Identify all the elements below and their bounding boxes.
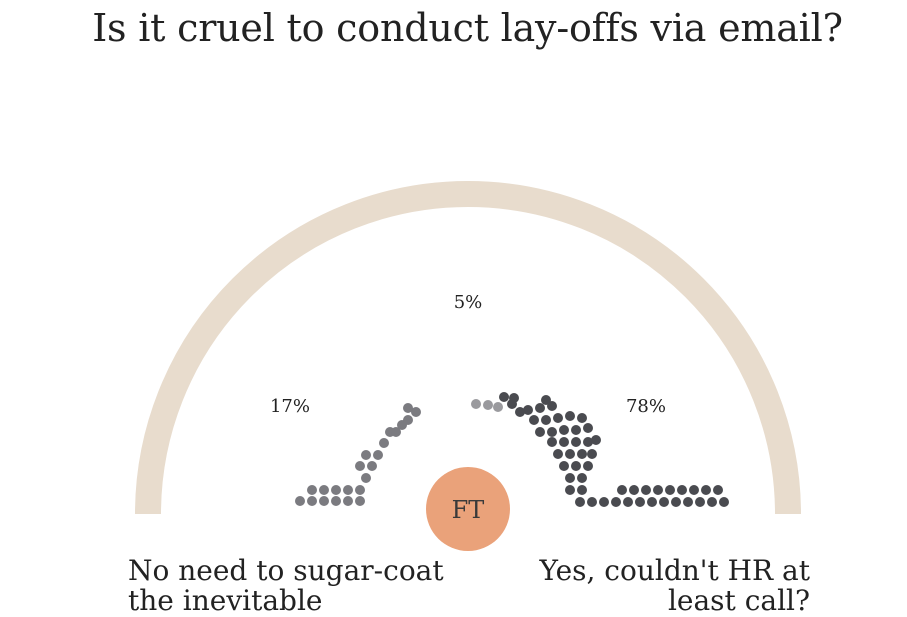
no-vote-dot <box>355 461 365 471</box>
yes-vote-dot <box>695 497 705 507</box>
yes-vote-dot <box>591 435 601 445</box>
no-vote-dot <box>373 450 383 460</box>
yes-vote-dot <box>671 497 681 507</box>
yes-vote-dot <box>577 413 587 423</box>
yes-vote-dot <box>623 497 633 507</box>
no-vote-dot <box>367 461 377 471</box>
yes-vote-dot <box>653 485 663 495</box>
yes-vote-dot <box>577 449 587 459</box>
yes-vote-dot <box>583 423 593 433</box>
yes-vote-dot <box>587 497 597 507</box>
yes-vote-dot <box>547 437 557 447</box>
no-vote-dot <box>403 403 413 413</box>
no-vote-dot <box>391 427 401 437</box>
no-vote-dot <box>411 407 421 417</box>
yes-vote-dot <box>665 485 675 495</box>
no-vote-dot <box>319 485 329 495</box>
yes-vote-dot <box>541 415 551 425</box>
yes-vote-dot <box>559 437 569 447</box>
yes-option-label: Yes, couldn't HR at least call? <box>539 554 810 617</box>
no-vote-dot <box>307 485 317 495</box>
yes-vote-dot <box>713 485 723 495</box>
semicircle-arc <box>135 181 801 515</box>
yes-vote-dot <box>683 497 693 507</box>
yes-vote-dot <box>677 485 687 495</box>
yes-vote-dot <box>535 427 545 437</box>
vote-dots <box>295 392 729 507</box>
no-vote-dot <box>361 450 371 460</box>
ft-logo-circle <box>426 467 510 551</box>
yes-vote-dot <box>523 405 533 415</box>
yes-vote-dot <box>535 403 545 413</box>
yes-vote-dot <box>509 393 519 403</box>
yes-vote-dot <box>515 407 525 417</box>
yes-vote-dot <box>571 461 581 471</box>
yes-vote-dot <box>583 437 593 447</box>
yes-vote-dot <box>587 449 597 459</box>
middle-vote-dot <box>471 399 481 409</box>
no-vote-dot <box>343 496 353 506</box>
no-vote-dot <box>379 438 389 448</box>
yes-vote-dot <box>553 413 563 423</box>
yes-vote-dot <box>599 497 609 507</box>
yes-vote-dot <box>635 497 645 507</box>
chart-title: Is it cruel to conduct lay-offs via emai… <box>92 6 843 50</box>
yes-vote-dot <box>629 485 639 495</box>
yes-vote-dot <box>647 497 657 507</box>
no-vote-dot <box>331 485 341 495</box>
yes-vote-dot <box>541 395 551 405</box>
yes-percentage: 78% <box>626 396 666 417</box>
no-vote-dot <box>355 496 365 506</box>
no-percentage: 17% <box>270 396 310 417</box>
yes-vote-dot <box>611 497 621 507</box>
yes-vote-dot <box>565 485 575 495</box>
no-vote-dot <box>355 485 365 495</box>
yes-vote-dot <box>571 437 581 447</box>
no-vote-dot <box>319 496 329 506</box>
no-vote-dot <box>295 496 305 506</box>
yes-vote-dot <box>565 411 575 421</box>
ft-logo-text: FT <box>452 496 485 524</box>
yes-vote-dot <box>577 473 587 483</box>
yes-vote-dot <box>583 461 593 471</box>
yes-vote-dot <box>577 485 587 495</box>
yes-vote-dot <box>641 485 651 495</box>
yes-vote-dot <box>565 449 575 459</box>
yes-vote-dot <box>617 485 627 495</box>
middle-vote-dot <box>493 402 503 412</box>
yes-vote-dot <box>571 425 581 435</box>
no-vote-dot <box>361 473 371 483</box>
yes-vote-dot <box>575 497 585 507</box>
no-option-label: No need to sugar-coat the inevitable <box>128 554 444 617</box>
yes-vote-dot <box>707 497 717 507</box>
yes-vote-dot <box>499 392 509 402</box>
no-vote-dot <box>403 415 413 425</box>
no-vote-dot <box>307 496 317 506</box>
yes-vote-dot <box>559 461 569 471</box>
yes-vote-dot <box>547 427 557 437</box>
no-vote-dot <box>343 485 353 495</box>
middle-vote-dot <box>483 400 493 410</box>
no-vote-dot <box>331 496 341 506</box>
yes-vote-dot <box>719 497 729 507</box>
yes-vote-dot <box>529 415 539 425</box>
middle-percentage: 5% <box>454 292 483 313</box>
yes-vote-dot <box>565 473 575 483</box>
yes-vote-dot <box>559 425 569 435</box>
yes-vote-dot <box>689 485 699 495</box>
yes-vote-dot <box>659 497 669 507</box>
yes-vote-dot <box>553 449 563 459</box>
yes-vote-dot <box>701 485 711 495</box>
